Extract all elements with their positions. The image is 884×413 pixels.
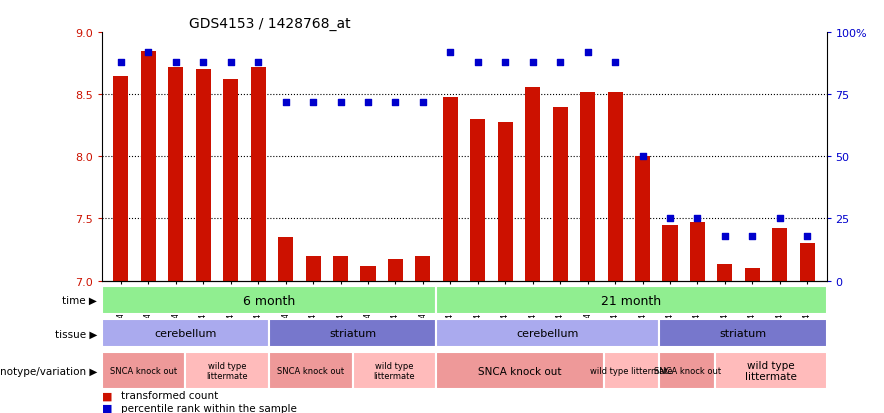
Point	[636, 154, 650, 160]
Text: genotype/variation ▶: genotype/variation ▶	[0, 366, 97, 376]
Point	[800, 233, 814, 240]
Point	[333, 99, 347, 106]
Point	[526, 59, 540, 66]
Text: striatum: striatum	[329, 328, 377, 339]
Bar	[525, 88, 540, 281]
Point	[415, 99, 430, 106]
Bar	[436, 320, 659, 347]
Bar	[306, 256, 321, 281]
Text: cerebellum: cerebellum	[154, 328, 217, 339]
Point	[471, 59, 485, 66]
Text: SNCA knock out: SNCA knock out	[653, 366, 720, 375]
Text: wild type
littermate: wild type littermate	[745, 360, 796, 382]
Bar	[659, 352, 715, 389]
Bar	[662, 225, 677, 281]
Bar	[745, 268, 760, 281]
Text: striatum: striatum	[720, 328, 766, 339]
Bar	[269, 320, 436, 347]
Point	[663, 216, 677, 222]
Bar	[718, 265, 733, 281]
Text: SNCA knock out: SNCA knock out	[278, 366, 345, 375]
Point	[745, 233, 759, 240]
Point	[388, 99, 402, 106]
Text: time ▶: time ▶	[63, 295, 97, 306]
Bar	[361, 266, 376, 281]
Bar	[102, 287, 436, 314]
Text: 21 month: 21 month	[601, 294, 661, 307]
Bar	[388, 260, 403, 281]
Bar	[251, 68, 266, 281]
Bar	[800, 244, 815, 281]
Text: SNCA knock out: SNCA knock out	[478, 366, 561, 376]
Bar	[168, 68, 183, 281]
Bar	[470, 120, 485, 281]
Bar	[113, 76, 128, 281]
Bar	[607, 93, 622, 281]
Text: GDS4153 / 1428768_at: GDS4153 / 1428768_at	[188, 17, 350, 31]
Text: 6 month: 6 month	[243, 294, 295, 307]
Bar	[415, 256, 431, 281]
Bar	[635, 157, 650, 281]
Point	[224, 59, 238, 66]
Text: wild type
littermate: wild type littermate	[206, 361, 248, 380]
Bar	[659, 320, 827, 347]
Point	[773, 216, 787, 222]
Text: ■: ■	[102, 403, 112, 413]
Bar	[269, 352, 353, 389]
Text: ■: ■	[102, 390, 112, 400]
Bar	[102, 320, 269, 347]
Bar	[353, 352, 436, 389]
Point	[499, 59, 513, 66]
Point	[690, 216, 705, 222]
Point	[361, 99, 375, 106]
Point	[553, 59, 568, 66]
Text: tissue ▶: tissue ▶	[55, 328, 97, 339]
Point	[251, 59, 265, 66]
Point	[141, 50, 156, 56]
Text: wild type littermate: wild type littermate	[590, 366, 673, 375]
Point	[196, 59, 210, 66]
Bar	[552, 107, 568, 281]
Bar	[278, 237, 293, 281]
Bar	[715, 352, 827, 389]
Text: percentile rank within the sample: percentile rank within the sample	[121, 403, 297, 413]
Bar	[580, 93, 595, 281]
Bar	[223, 80, 239, 281]
Bar	[498, 122, 513, 281]
Point	[169, 59, 183, 66]
Text: cerebellum: cerebellum	[516, 328, 579, 339]
Bar	[141, 52, 156, 281]
Text: transformed count: transformed count	[121, 390, 218, 400]
Point	[581, 50, 595, 56]
Bar	[436, 352, 604, 389]
Bar	[333, 256, 348, 281]
Text: wild type
littermate: wild type littermate	[374, 361, 415, 380]
Bar	[195, 70, 210, 281]
Bar	[690, 223, 705, 281]
Point	[278, 99, 293, 106]
Point	[608, 59, 622, 66]
Bar	[604, 352, 659, 389]
Text: SNCA knock out: SNCA knock out	[110, 366, 177, 375]
Point	[443, 50, 457, 56]
Point	[114, 59, 128, 66]
Point	[718, 233, 732, 240]
Point	[306, 99, 320, 106]
Bar	[436, 287, 827, 314]
Bar	[773, 229, 788, 281]
Bar	[186, 352, 269, 389]
Bar	[102, 352, 186, 389]
Bar	[443, 97, 458, 281]
